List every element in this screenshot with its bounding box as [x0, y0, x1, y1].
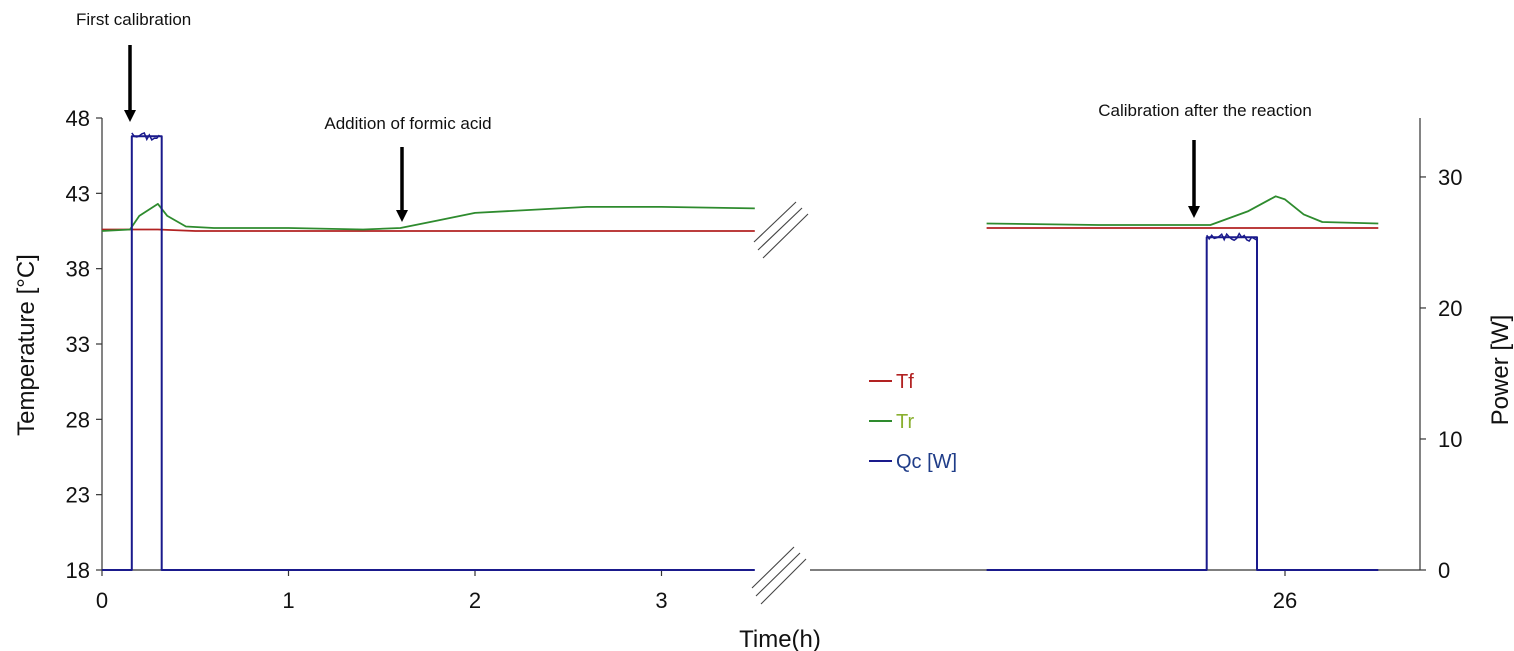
- right-axis-title: Power [W]: [1487, 315, 1514, 426]
- annotation-calibration-after-reaction: Calibration after the reaction: [1098, 101, 1312, 120]
- left-tick-label: 48: [66, 106, 90, 131]
- left-tick-label: 38: [66, 257, 90, 282]
- right-tick-label: 10: [1438, 427, 1462, 452]
- left-tick-label: 23: [66, 483, 90, 508]
- series-qc-w-seg1: [102, 136, 755, 570]
- series-tf-seg1: [102, 230, 755, 232]
- left-tick-label: 28: [66, 407, 90, 432]
- legend-label-tf: Tf: [896, 371, 914, 393]
- right-tick-label: 0: [1438, 558, 1450, 583]
- annotation-first-calibration: First calibration: [76, 10, 191, 29]
- series-qc-w-seg2: [987, 237, 1379, 570]
- legend-label-qc: Qc [W]: [896, 451, 957, 473]
- x-tick-label: 2: [469, 588, 481, 613]
- annotation-addition-formic-acid-arrow-head: [396, 210, 408, 222]
- left-axis-title: Temperature [°C]: [13, 254, 40, 436]
- right-tick-label: 30: [1438, 165, 1462, 190]
- x-tick-label: 0: [96, 588, 108, 613]
- x-tick-label: 1: [282, 588, 294, 613]
- axis-break-marks: [752, 202, 808, 604]
- legend: Tf Tr Qc [W]: [869, 371, 957, 473]
- right-tick-label: 20: [1438, 296, 1462, 321]
- series-tr-seg2: [987, 196, 1379, 225]
- left-tick-label: 43: [66, 181, 90, 206]
- series-tr-seg1: [102, 204, 755, 231]
- x-axis-title: Time(h): [739, 626, 821, 651]
- left-tick-label: 33: [66, 332, 90, 357]
- annotation-first-calibration-arrow-head: [124, 110, 136, 122]
- annotation-addition-formic-acid: Addition of formic acid: [324, 114, 491, 133]
- x-tick-label: 26: [1273, 588, 1297, 613]
- x-tick-label: 3: [655, 588, 667, 613]
- left-tick-label: 18: [66, 558, 90, 583]
- legend-label-tr: Tr: [896, 411, 914, 433]
- annotation-calibration-after-reaction-arrow-head: [1188, 206, 1200, 218]
